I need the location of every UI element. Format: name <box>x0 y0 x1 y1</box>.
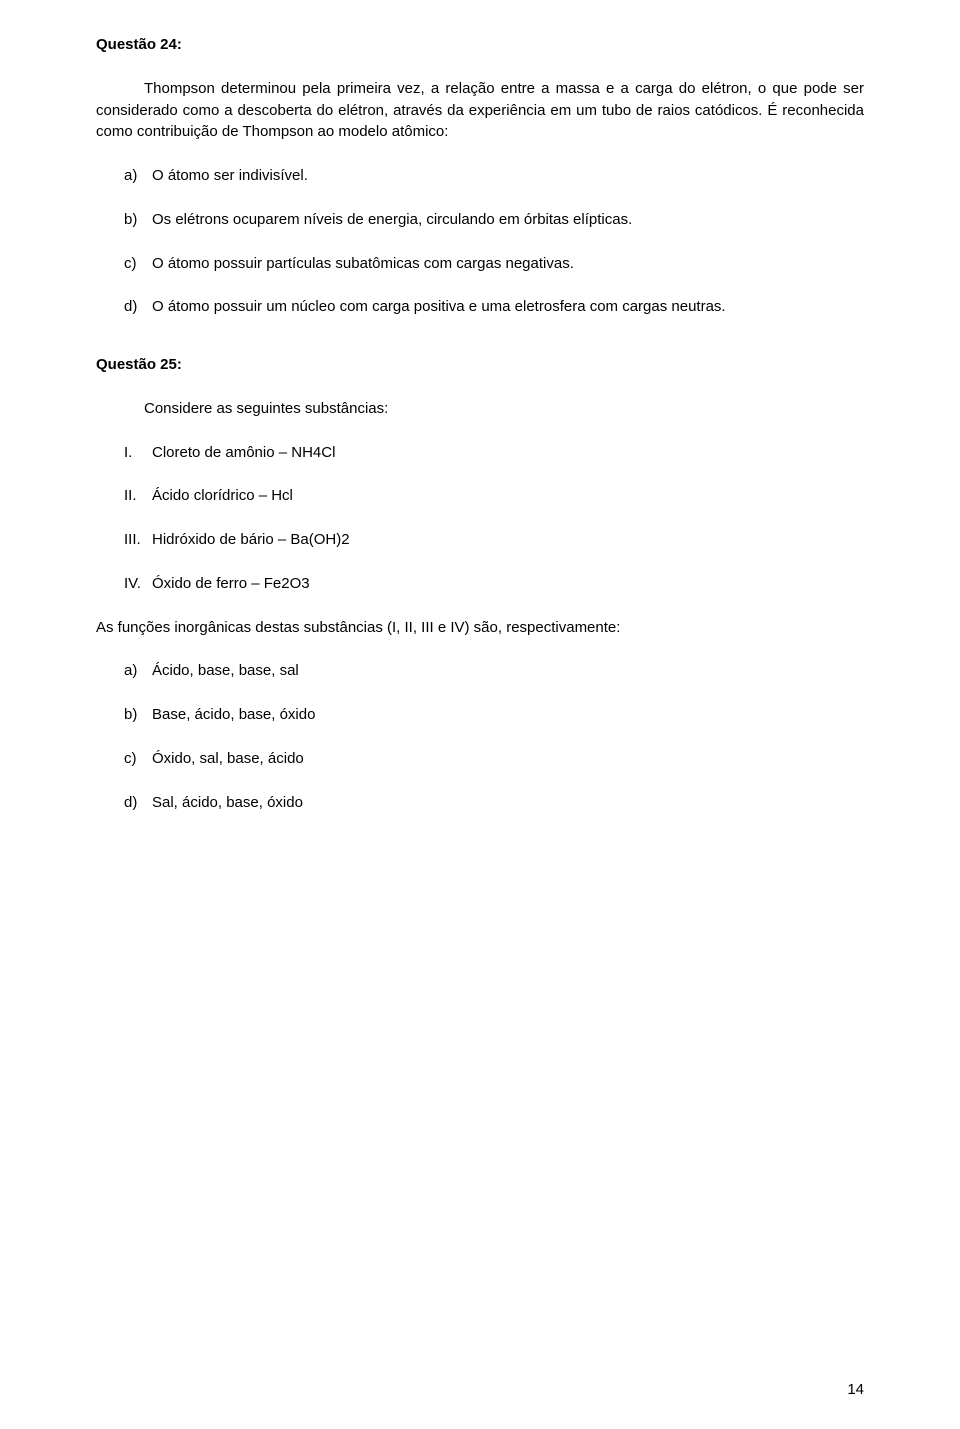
option-text: O átomo possuir um núcleo com carga posi… <box>152 296 864 318</box>
item-text: Ácido clorídrico – Hcl <box>152 485 864 507</box>
question-25-intro: Considere as seguintes substâncias: <box>144 398 864 420</box>
option-letter: b) <box>124 704 152 726</box>
item-iii: III. Hidróxido de bário – Ba(OH)2 <box>124 529 864 551</box>
item-number: I. <box>124 442 152 464</box>
option-a: a) O átomo ser indivisível. <box>124 165 864 187</box>
option-a: a) Ácido, base, base, sal <box>124 660 864 682</box>
question-24-paragraph: Thompson determinou pela primeira vez, a… <box>96 78 864 143</box>
item-number: II. <box>124 485 152 507</box>
question-24-options: a) O átomo ser indivisível. b) Os elétro… <box>124 165 864 318</box>
question-24: Questão 24: Thompson determinou pela pri… <box>96 34 864 318</box>
option-letter: a) <box>124 660 152 682</box>
item-ii: II. Ácido clorídrico – Hcl <box>124 485 864 507</box>
option-letter: d) <box>124 792 152 814</box>
option-text: Os elétrons ocuparem níveis de energia, … <box>152 209 864 231</box>
item-text: Hidróxido de bário – Ba(OH)2 <box>152 529 864 551</box>
page-number: 14 <box>847 1379 864 1401</box>
question-25-title: Questão 25: <box>96 354 864 376</box>
option-d: d) O átomo possuir um núcleo com carga p… <box>124 296 864 318</box>
option-letter: d) <box>124 296 152 318</box>
question-25-options: a) Ácido, base, base, sal b) Base, ácido… <box>124 660 864 813</box>
item-text: Cloreto de amônio – NH4Cl <box>152 442 864 464</box>
item-i: I. Cloreto de amônio – NH4Cl <box>124 442 864 464</box>
option-text: Base, ácido, base, óxido <box>152 704 864 726</box>
option-b: b) Os elétrons ocuparem níveis de energi… <box>124 209 864 231</box>
question-24-title: Questão 24: <box>96 34 864 56</box>
option-letter: a) <box>124 165 152 187</box>
option-text: O átomo ser indivisível. <box>152 165 864 187</box>
option-text: Óxido, sal, base, ácido <box>152 748 864 770</box>
option-text: Ácido, base, base, sal <box>152 660 864 682</box>
question-25: Questão 25: Considere as seguintes subst… <box>96 354 864 813</box>
option-letter: c) <box>124 253 152 275</box>
question-25-lead: As funções inorgânicas destas substância… <box>96 617 864 639</box>
option-text: O átomo possuir partículas subatômicas c… <box>152 253 864 275</box>
option-c: c) Óxido, sal, base, ácido <box>124 748 864 770</box>
item-number: III. <box>124 529 152 551</box>
option-text: Sal, ácido, base, óxido <box>152 792 864 814</box>
option-letter: b) <box>124 209 152 231</box>
option-d: d) Sal, ácido, base, óxido <box>124 792 864 814</box>
item-number: IV. <box>124 573 152 595</box>
item-iv: IV. Óxido de ferro – Fe2O3 <box>124 573 864 595</box>
item-text: Óxido de ferro – Fe2O3 <box>152 573 864 595</box>
question-25-items: I. Cloreto de amônio – NH4Cl II. Ácido c… <box>124 442 864 595</box>
option-c: c) O átomo possuir partículas subatômica… <box>124 253 864 275</box>
option-letter: c) <box>124 748 152 770</box>
option-b: b) Base, ácido, base, óxido <box>124 704 864 726</box>
